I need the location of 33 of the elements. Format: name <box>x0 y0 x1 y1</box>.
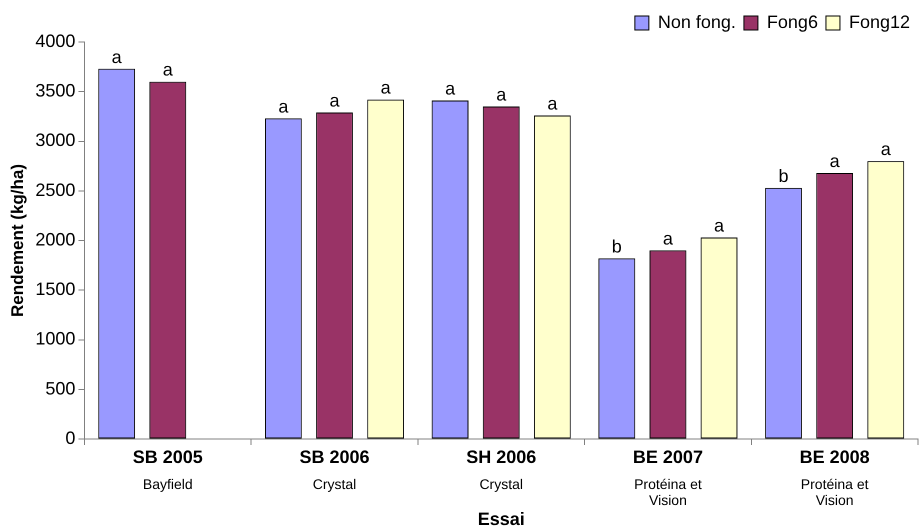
category-label: SB 2005 Bayfield <box>132 446 203 492</box>
data-label: a <box>496 84 508 104</box>
data-label: a <box>880 139 892 160</box>
legend-label: Fong6 <box>766 12 818 32</box>
y-tick-label: 500 <box>45 378 76 398</box>
data-label: a <box>445 78 456 99</box>
y-axis-title: Rendement (kg/ha) <box>8 164 27 318</box>
data-label: b <box>612 236 622 256</box>
data-label: a <box>714 215 726 236</box>
data-label: a <box>112 46 123 67</box>
data-label: a <box>162 60 174 80</box>
category-label: SH 2006 Crystal <box>466 446 536 492</box>
category-label: BE 2008 Protéina et Vision <box>800 446 870 508</box>
data-label: a <box>662 228 674 248</box>
data-label: a <box>330 90 340 110</box>
y-tick-label: 1000 <box>35 328 76 349</box>
legend-label: Non fong. <box>658 12 736 32</box>
y-tick-label: 3000 <box>35 130 76 150</box>
data-label: a <box>380 78 392 98</box>
category-label: SB 2006 Crystal <box>299 446 370 492</box>
y-tick-label: 1500 <box>35 279 76 300</box>
y-tick-label: 4000 <box>35 30 76 51</box>
data-label: a <box>278 96 290 116</box>
data-label: a <box>547 93 558 114</box>
x-axis-title: Essai <box>478 509 525 530</box>
y-tick-label: 0 <box>65 428 76 448</box>
data-label: b <box>778 166 789 186</box>
y-tick-label: 3500 <box>35 80 76 101</box>
y-tick-label: 2000 <box>35 229 76 250</box>
y-tick-label: 2500 <box>35 180 76 200</box>
legend-label: Fong12 <box>848 12 910 32</box>
data-label: a <box>830 150 841 171</box>
category-label: BE 2007 Protéina et Vision <box>632 446 703 508</box>
